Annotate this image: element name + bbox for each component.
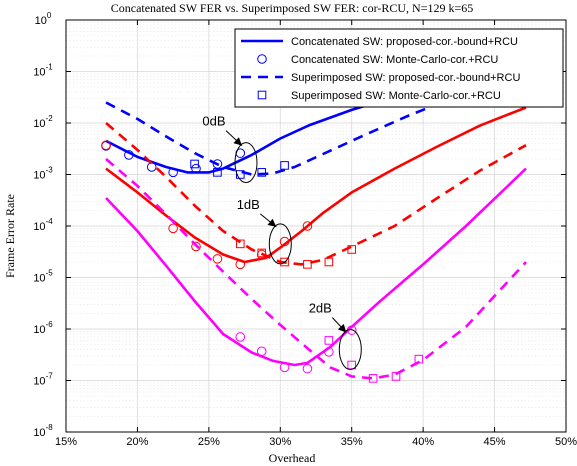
- data-point-square: [213, 168, 222, 177]
- data-point-square: [347, 360, 357, 370]
- x-tick-label: 25%: [198, 436, 220, 448]
- y-tick-label: 10-3: [33, 166, 53, 182]
- series-0dB-super-bound: [105, 75, 527, 176]
- annotation-arrow-head: [267, 218, 277, 227]
- series-2dB-super-mc: [324, 336, 424, 383]
- annotation-arrow-head: [233, 137, 242, 146]
- x-axis-label: Overhead: [269, 451, 316, 465]
- series-line: [105, 158, 527, 380]
- legend-marker-circle: [257, 54, 267, 64]
- legend-entry: Superimposed SW: proposed-cor.-bound+RCU: [241, 72, 520, 84]
- series-line: [105, 167, 527, 367]
- x-tick-label: 45%: [484, 436, 506, 448]
- data-point-square: [414, 354, 424, 364]
- series-line: [105, 75, 527, 176]
- annotations: 0dB 1dB 2dB: [202, 114, 362, 370]
- y-tick-label: 10-2: [33, 114, 53, 130]
- data-point-square: [235, 239, 245, 249]
- data-point-square: [257, 248, 267, 258]
- series-2dB-concat-bound: [105, 167, 527, 367]
- y-tick-label: 10-5: [33, 269, 53, 285]
- data-point-square: [324, 257, 334, 267]
- x-tick-label: 35%: [341, 436, 363, 448]
- y-tick-label: 10-1: [33, 63, 53, 79]
- x-tick-label: 40%: [412, 436, 434, 448]
- data-point-circle: [256, 346, 267, 357]
- series-2dB-super-bound: [105, 158, 527, 380]
- data-point-square: [391, 372, 401, 381]
- series-1dB-super-mc: [235, 239, 357, 269]
- legend-label: Concatenated SW: proposed-cor.-bound+RCU: [291, 36, 518, 48]
- annotation-label: 1dB: [237, 197, 260, 212]
- chart-title: Concatenated SW FER vs. Superimposed SW …: [111, 1, 474, 15]
- data-point-circle: [279, 236, 290, 247]
- annotation-arrow-head: [337, 323, 347, 333]
- data-point-circle: [302, 221, 313, 231]
- y-tick-label: 100: [35, 11, 52, 27]
- legend-marker-square: [257, 90, 267, 100]
- data-point-circle: [168, 223, 178, 234]
- data-point-square: [324, 336, 334, 345]
- data-point-square: [280, 161, 289, 170]
- data-point-square: [368, 374, 378, 383]
- data-point-circle: [212, 254, 223, 264]
- data-point-square: [347, 245, 357, 254]
- y-tick-label: 10-4: [33, 217, 53, 233]
- x-tick-label: 20%: [126, 436, 148, 448]
- x-tick-label: 15%: [55, 436, 77, 448]
- legend-entry: Superimposed SW: Monte-Carlo-cor.+RCU: [257, 90, 501, 102]
- legend: Concatenated SW: proposed-cor.-bound+RCU…: [234, 28, 564, 108]
- annotation-label: 2dB: [309, 300, 332, 315]
- series-0dB-concat-mc: [101, 141, 246, 178]
- data-point-square: [280, 257, 289, 267]
- x-tick-label: 30%: [269, 436, 291, 448]
- legend-box: [234, 28, 564, 108]
- y-tick-label: 10-6: [33, 320, 53, 336]
- data-point-circle: [191, 241, 201, 252]
- data-point-circle: [279, 362, 290, 373]
- legend-label: Superimposed SW: Monte-Carlo-cor.+RCU: [291, 90, 501, 102]
- axis-ticks: 15% 20% 25% 30% 35% 40% 45% 50% 10-8 10-7 10-6 10-5…: [33, 11, 577, 448]
- annotation-label: 0dB: [202, 114, 225, 129]
- series-1dB-super-bound: [105, 122, 527, 266]
- y-axis-label: Frame Error Rate: [3, 194, 17, 278]
- data-point-circle: [146, 162, 157, 172]
- series-line: [105, 122, 527, 266]
- data-point-circle: [168, 167, 178, 178]
- x-tick-label: 50%: [555, 436, 577, 448]
- data-point-square: [303, 260, 312, 269]
- data-point-circle: [324, 347, 334, 357]
- data-point-circle: [235, 259, 246, 270]
- data-point-circle: [302, 363, 313, 374]
- data-point-circle: [101, 140, 111, 151]
- legend-label: Concatenated SW: Monte-Carlo-cor.+RCU: [291, 54, 498, 66]
- legend-entry: Concatenated SW: proposed-cor.-bound+RCU: [241, 36, 518, 48]
- data-point-square: [190, 159, 199, 169]
- data-point-circle: [235, 332, 246, 342]
- data-point-circle: [124, 150, 134, 160]
- annotation-ellipse: [234, 142, 258, 184]
- data-point-square: [235, 170, 245, 179]
- series-layer: [101, 70, 527, 383]
- annotation-ellipse: [338, 328, 362, 370]
- legend-label: Superimposed SW: proposed-cor.-bound+RCU: [291, 72, 520, 84]
- data-point-square: [257, 168, 267, 177]
- legend-entry: Concatenated SW: Monte-Carlo-cor.+RCU: [257, 54, 498, 66]
- series-0dB-super-mc: [190, 159, 289, 179]
- y-tick-label: 10-7: [33, 372, 53, 388]
- annotation-ellipse: [268, 223, 292, 265]
- series-1dB-concat-mc: [101, 140, 313, 270]
- data-point-circle: [191, 163, 201, 174]
- y-tick-label: 10-8: [33, 423, 53, 439]
